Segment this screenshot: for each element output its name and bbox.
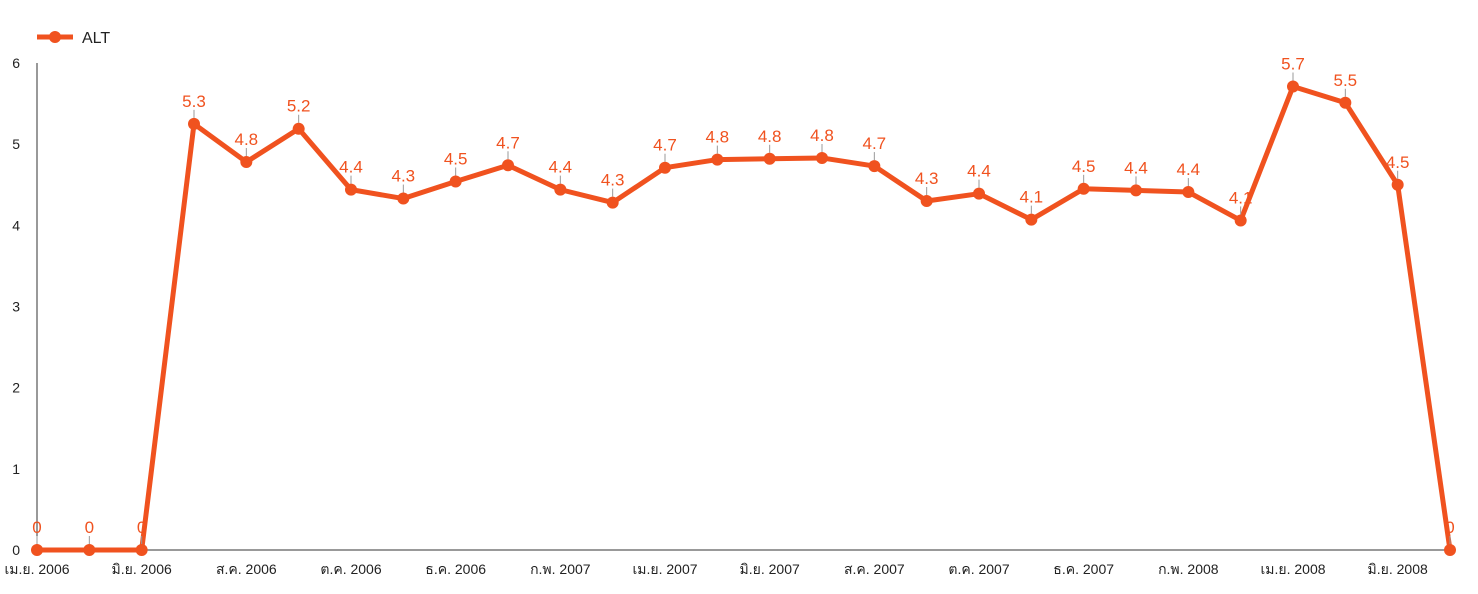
data-point bbox=[345, 183, 357, 196]
data-label: 0 bbox=[137, 518, 146, 537]
data-label: 4.4 bbox=[967, 162, 991, 181]
y-axis: 0 1 2 3 4 5 6 bbox=[12, 55, 38, 558]
y-tick-label: 6 bbox=[12, 55, 20, 71]
data-point bbox=[240, 156, 253, 169]
data-point bbox=[554, 183, 567, 196]
data-label: 4.5 bbox=[1072, 157, 1096, 176]
data-point bbox=[502, 159, 514, 172]
x-tick-label: มิ.ย. 2008 bbox=[1368, 561, 1428, 577]
x-tick-label: มิ.ย. 2007 bbox=[740, 561, 800, 577]
data-point bbox=[1130, 184, 1142, 197]
data-point bbox=[1339, 96, 1352, 109]
x-tick-label: ต.ค. 2006 bbox=[320, 561, 381, 577]
x-tick-label: ต.ค. 2007 bbox=[948, 561, 1009, 577]
data-point bbox=[449, 175, 462, 188]
data-point bbox=[83, 544, 96, 556]
data-point bbox=[659, 161, 671, 174]
x-tick-label: ธ.ค. 2006 bbox=[425, 561, 486, 577]
legend-label-alt: ALT bbox=[82, 30, 110, 47]
x-tick-label: เม.ย. 2006 bbox=[4, 561, 69, 577]
data-point bbox=[1391, 178, 1404, 191]
data-label: 4.4 bbox=[549, 158, 573, 177]
legend: ALT bbox=[37, 30, 110, 47]
x-tick-label: เม.ย. 2007 bbox=[632, 561, 697, 577]
data-point bbox=[135, 544, 148, 556]
data-label: 4.5 bbox=[444, 150, 468, 169]
data-label: 4.7 bbox=[863, 134, 887, 153]
data-point bbox=[1444, 544, 1456, 556]
data-label: 4.4 bbox=[339, 158, 363, 177]
data-point bbox=[868, 160, 881, 173]
x-tick-label: มิ.ย. 2006 bbox=[112, 561, 172, 577]
data-point bbox=[763, 152, 776, 165]
data-label: 5.7 bbox=[1281, 55, 1305, 74]
data-label: 5.3 bbox=[182, 92, 206, 111]
data-point bbox=[1025, 213, 1038, 226]
y-tick-label: 5 bbox=[12, 136, 20, 152]
data-label: 4.1 bbox=[1020, 188, 1044, 207]
x-tick-label: เม.ย. 2008 bbox=[1260, 561, 1325, 577]
data-label: 4.7 bbox=[653, 136, 677, 155]
data-label: 4.8 bbox=[235, 130, 259, 149]
legend-dot-marker bbox=[49, 31, 61, 43]
x-tick-label: ธ.ค. 2007 bbox=[1053, 561, 1114, 577]
y-tick-label: 0 bbox=[12, 542, 20, 558]
x-tick-label: ส.ค. 2006 bbox=[216, 561, 277, 577]
x-tick-label: ก.พ. 2008 bbox=[1158, 561, 1219, 577]
data-point bbox=[973, 187, 985, 200]
data-label: 4.3 bbox=[601, 171, 625, 190]
data-label: 4.4 bbox=[1177, 160, 1201, 179]
y-tick-label: 4 bbox=[12, 217, 20, 233]
y-tick-label: 1 bbox=[12, 461, 20, 477]
data-label: 4.1 bbox=[1229, 188, 1253, 207]
data-label: 4.7 bbox=[496, 133, 520, 152]
data-point bbox=[711, 153, 724, 166]
data-point bbox=[1182, 186, 1195, 199]
data-label: 0 bbox=[85, 518, 94, 537]
data-label: 4.8 bbox=[706, 128, 730, 147]
series-line-alt bbox=[34, 84, 1453, 553]
data-label: 5.5 bbox=[1334, 71, 1358, 90]
x-tick-label: ก.พ. 2007 bbox=[530, 561, 591, 577]
x-axis: เม.ย. 2006 มิ.ย. 2006 ส.ค. 2006 ต.ค. 2006 ธ.… bbox=[4, 549, 1450, 577]
data-label: 0 bbox=[32, 518, 41, 537]
data-point bbox=[188, 117, 200, 130]
series-alt: 0 0 0 5.3 4.8 5.2 4.4 4.3 4.5 4.7 4.4 4.3 4.7 4.8 4.8 4… bbox=[31, 55, 1456, 556]
x-tick-label: ส.ค. 2007 bbox=[844, 561, 905, 577]
data-label: 4.3 bbox=[392, 167, 416, 186]
data-label: 4.8 bbox=[758, 127, 782, 146]
data-label: 4.5 bbox=[1386, 153, 1410, 172]
data-label: 4.8 bbox=[810, 126, 834, 145]
data-label: 0 bbox=[1445, 518, 1454, 537]
data-point bbox=[606, 196, 619, 209]
data-label: 5.2 bbox=[287, 97, 311, 116]
data-point bbox=[292, 122, 305, 135]
data-label: 4.3 bbox=[915, 169, 939, 188]
data-point bbox=[1287, 80, 1299, 93]
data-label: 4.4 bbox=[1124, 158, 1148, 177]
data-point bbox=[816, 151, 828, 164]
y-tick-label: 3 bbox=[12, 299, 20, 315]
data-point bbox=[1234, 214, 1247, 227]
data-point bbox=[31, 544, 43, 556]
data-point bbox=[397, 192, 410, 205]
y-tick-label: 2 bbox=[12, 380, 20, 396]
data-point bbox=[1077, 182, 1090, 195]
data-point bbox=[920, 194, 933, 207]
